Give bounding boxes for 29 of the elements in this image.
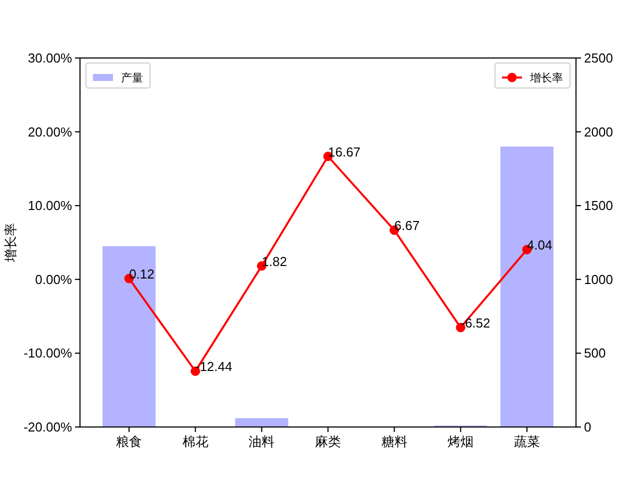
y2-tick-label: 2000 bbox=[584, 124, 613, 140]
data-label: 6.67 bbox=[394, 218, 420, 234]
x-tick-label: 烤烟 bbox=[448, 434, 474, 449]
x-tick-label: 糖料 bbox=[381, 434, 408, 449]
data-label: 0.12 bbox=[129, 266, 154, 282]
bar bbox=[235, 418, 288, 427]
bar bbox=[500, 146, 554, 427]
y-tick-label: -20.00% bbox=[24, 420, 72, 434]
data-label: 16.67 bbox=[328, 144, 361, 160]
x-tick-label: 蔬菜 bbox=[514, 434, 540, 449]
y2-tick-label: 0 bbox=[584, 420, 592, 434]
legend-label: 增长率 bbox=[529, 72, 563, 84]
y2-tick-label: 500 bbox=[584, 346, 606, 361]
y-tick-label: 10.00% bbox=[28, 198, 72, 214]
y2-tick-label: 1500 bbox=[584, 198, 613, 214]
y-tick-label: 30.00% bbox=[28, 50, 72, 66]
x-tick-label: 粮食 bbox=[116, 434, 142, 449]
x-tick-label: 油料 bbox=[248, 434, 275, 449]
y-tick-label: -10.00% bbox=[24, 346, 72, 361]
y2-tick-label: 2500 bbox=[584, 50, 613, 66]
x-tick-label: 麻类 bbox=[315, 434, 341, 449]
data-label: 4.04 bbox=[526, 238, 552, 253]
bar bbox=[102, 246, 156, 427]
y-tick-label: 20.00% bbox=[28, 124, 72, 140]
y2-tick-label: 1000 bbox=[584, 272, 613, 287]
y-tick-label: 0.00% bbox=[35, 272, 72, 287]
legend-label: 产量 bbox=[121, 72, 143, 84]
y-axis-title: 增长率 bbox=[3, 223, 18, 263]
x-tick-label: 棉花 bbox=[182, 434, 208, 449]
